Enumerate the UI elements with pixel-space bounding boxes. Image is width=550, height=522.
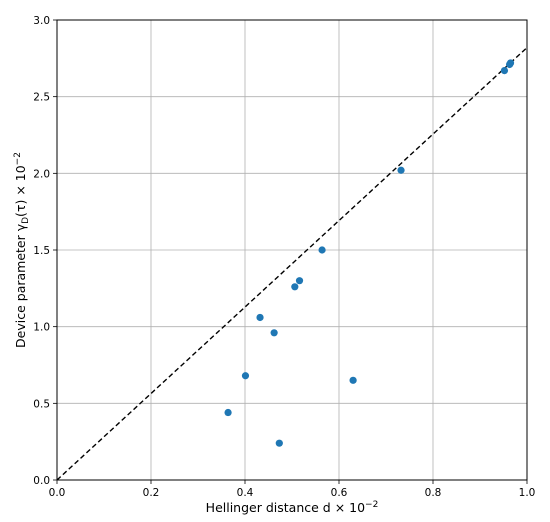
x-axis-label: Hellinger distance d × 10−2 [206, 500, 379, 515]
reference-line-layer [56, 47, 528, 481]
y-tick-label: 0.0 [33, 475, 50, 487]
axis-ticks: 0.0 0.2 0.4 0.6 0.8 1.0 0.0 0.5 1.0 1.5 2.0 2.5 3.0 [33, 15, 535, 499]
y-tick-label: 0.5 [33, 398, 50, 410]
scatter-point [500, 67, 509, 75]
y-tick-label: 2.0 [33, 168, 50, 180]
x-tick-label: 0.6 [331, 487, 348, 499]
x-tick-label: 1.0 [519, 487, 536, 499]
x-tick-label: 0.4 [237, 487, 254, 499]
scatter-point [397, 166, 405, 174]
reference-line [56, 47, 528, 481]
x-tick-label: 0.0 [49, 487, 66, 499]
scatter-point [256, 313, 264, 322]
scatter-point [318, 246, 326, 254]
x-tick-label: 0.8 [425, 487, 442, 499]
y-axis-label: Device parameter γD(τ) × 10−2 [13, 152, 31, 348]
y-tick-label: 2.5 [33, 92, 50, 104]
x-tick-label: 0.2 [143, 487, 160, 499]
y-tick-label: 3.0 [33, 15, 50, 27]
y-tick-label: 1.0 [33, 322, 50, 334]
scatter-point [506, 59, 515, 67]
scatter-point [241, 372, 250, 380]
scatter-point [295, 277, 304, 285]
y-tick-label: 1.5 [33, 245, 50, 257]
scatter-point [275, 439, 283, 447]
scatter-point [349, 376, 357, 384]
grid [56, 19, 528, 481]
scatter-point [224, 408, 232, 417]
scatter-point [270, 329, 278, 337]
data-points [224, 59, 515, 447]
scatter-point [291, 283, 299, 291]
